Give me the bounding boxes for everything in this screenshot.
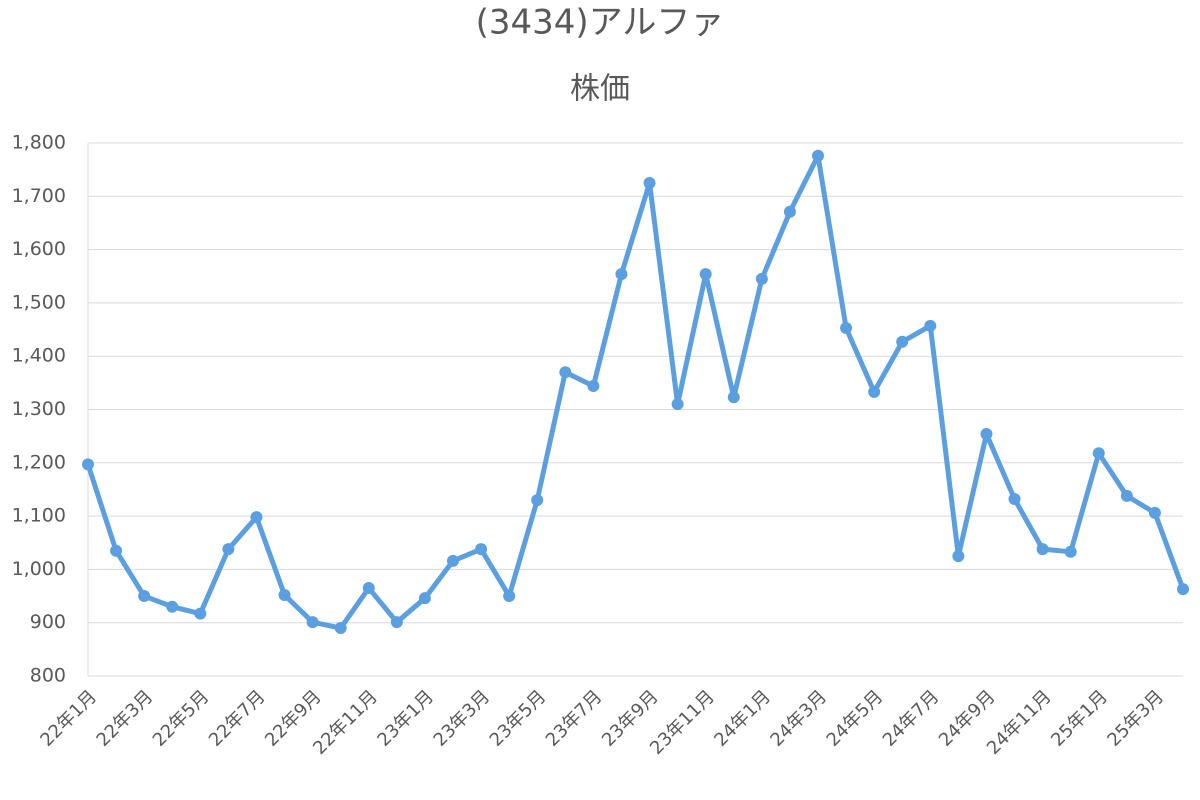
y-tick-label: 1,300 <box>12 398 66 420</box>
x-tick-label: 24年7月 <box>879 686 944 751</box>
y-tick-label: 1,700 <box>12 185 66 207</box>
y-tick-label: 1,600 <box>12 238 66 260</box>
x-tick-label: 24年3月 <box>766 686 831 751</box>
marker <box>896 335 909 348</box>
marker <box>1036 543 1049 556</box>
marker <box>783 205 796 218</box>
y-tick-label: 1,200 <box>12 451 66 473</box>
marker <box>334 622 347 635</box>
x-tick-label: 23年5月 <box>486 686 551 751</box>
marker <box>727 391 740 404</box>
x-tick-label: 24年5月 <box>823 686 888 751</box>
marker <box>755 272 768 285</box>
marker <box>587 380 600 393</box>
marker <box>82 458 94 471</box>
marker <box>418 592 431 605</box>
marker <box>671 398 684 411</box>
chart-title: (3434)アルファ <box>476 3 725 43</box>
x-tick-label: 22年7月 <box>205 686 270 751</box>
marker <box>1064 545 1077 558</box>
marker <box>447 554 459 567</box>
marker <box>1008 493 1021 506</box>
marker <box>615 268 628 281</box>
marker <box>278 588 291 601</box>
marker <box>166 600 179 613</box>
x-tick-label: 22年1月 <box>36 686 101 751</box>
marker <box>306 616 319 629</box>
marker <box>503 590 516 603</box>
marker <box>1092 447 1105 460</box>
marker <box>699 268 712 281</box>
marker <box>362 582 375 595</box>
marker <box>110 544 123 557</box>
x-tick-label: 23年3月 <box>430 686 495 751</box>
marker <box>194 607 207 620</box>
x-tick-label: 24年1月 <box>710 686 775 751</box>
marker <box>138 590 151 603</box>
marker <box>980 428 993 441</box>
line <box>85 153 1186 631</box>
y-tick-label: 1,100 <box>12 505 66 527</box>
y-tick-label: 1,800 <box>12 132 66 154</box>
y-tick-label: 800 <box>30 665 66 687</box>
marker <box>1148 506 1161 519</box>
x-tick-label: 23年7月 <box>542 686 607 751</box>
x-tick-label: 25年1月 <box>1047 686 1112 751</box>
x-tick-label: 22年3月 <box>93 686 158 751</box>
y-tick-label: 1,500 <box>12 291 66 313</box>
marker <box>643 176 656 189</box>
marker <box>475 543 488 556</box>
marker <box>868 385 881 398</box>
marker <box>1120 489 1133 502</box>
marker <box>840 321 853 334</box>
marker <box>812 149 824 162</box>
marker <box>250 511 263 524</box>
x-tick-label: 22年5月 <box>149 686 214 751</box>
chart-subtitle: 株価 <box>570 72 630 107</box>
marker <box>222 543 235 556</box>
y-tick-label: 1,400 <box>12 345 66 367</box>
marker <box>952 550 965 563</box>
marker <box>1177 583 1189 596</box>
x-tick-label: 23年1月 <box>373 686 438 751</box>
marker <box>390 616 403 629</box>
x-tick-label: 25年3月 <box>1103 686 1168 751</box>
marker <box>924 319 937 332</box>
y-tick-label: 900 <box>30 611 66 633</box>
y-tick-label: 1,000 <box>12 558 66 580</box>
marker <box>559 366 572 379</box>
marker <box>531 494 544 507</box>
